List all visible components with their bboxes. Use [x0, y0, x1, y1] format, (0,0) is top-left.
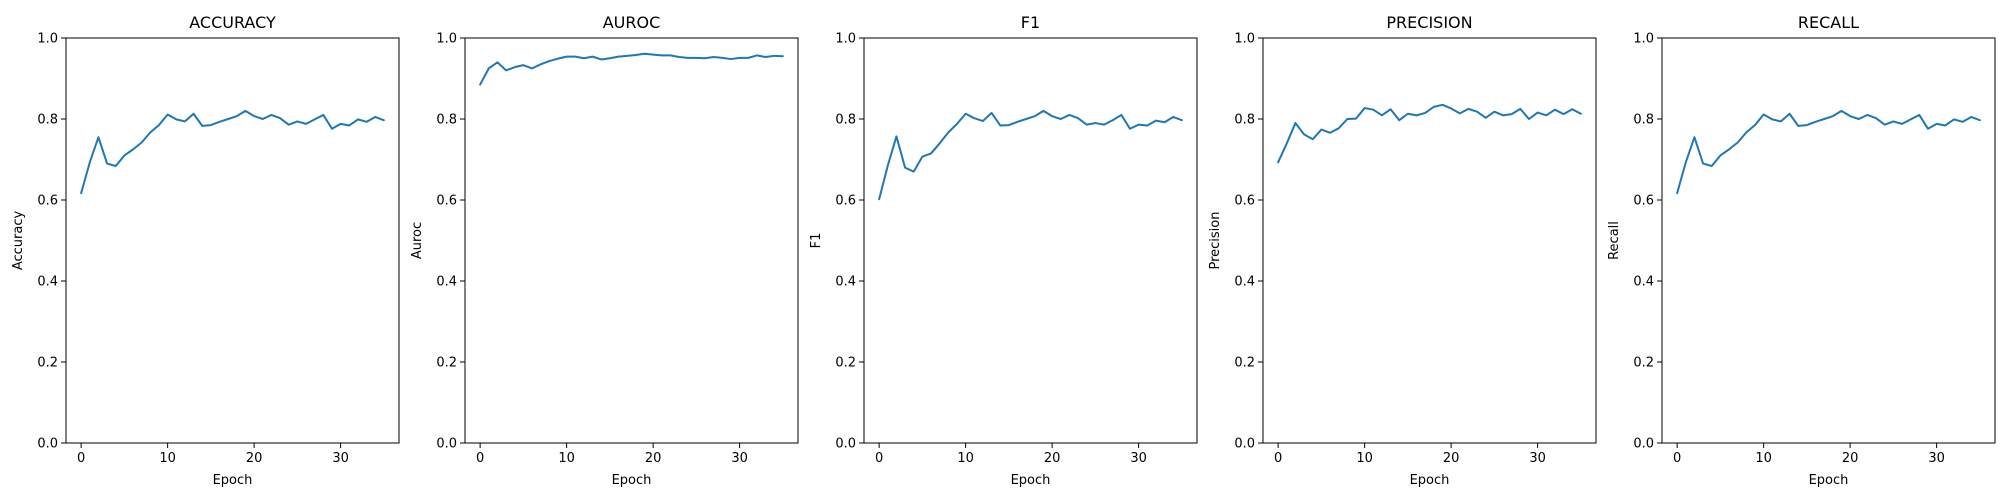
auroc-y-tick-label: 0.0 — [436, 437, 457, 452]
f1-x-axis-label: Epoch — [1011, 473, 1051, 488]
auroc-x-tick-label: 30 — [731, 451, 748, 466]
auroc-series-line — [479, 52, 784, 86]
accuracy-title: ACCURACY — [189, 13, 276, 32]
recall-y-tick-label: 0.8 — [1633, 113, 1654, 128]
precision-x-tick-label: 30 — [1529, 451, 1546, 466]
f1-x-tick-label: 20 — [1044, 451, 1061, 466]
recall-title: RECALL — [1798, 13, 1859, 32]
accuracy-series-line — [80, 109, 385, 195]
accuracy-x-tick-label: 30 — [332, 451, 349, 466]
precision-axes-frame — [1262, 37, 1597, 444]
precision-y-tick-label: 1.0 — [1234, 32, 1255, 47]
f1-x-tick-label: 0 — [875, 451, 883, 466]
f1-x-tick-label: 30 — [1130, 451, 1147, 466]
f1-x-tick-label: 10 — [957, 451, 974, 466]
precision-x-axis-label: Epoch — [1410, 473, 1450, 488]
recall-x-tick-label: 20 — [1842, 451, 1859, 466]
auroc-y-axis-label: Auroc — [410, 222, 425, 259]
precision-y-tick-label: 0.0 — [1234, 437, 1255, 452]
recall-y-tick-label: 0.0 — [1633, 437, 1654, 452]
precision-y-axis-label: Precision — [1208, 211, 1223, 269]
precision-chart: 0 10 20 30 0.0 0.2 0.4 0.6 0.8 1.0 PRECISION Epoch P… — [1208, 13, 1597, 488]
f1-y-tick-label: 1.0 — [835, 32, 856, 47]
accuracy-y-tick-label: 0.2 — [37, 356, 58, 371]
recall-y-tick-label: 1.0 — [1633, 32, 1654, 47]
recall-y-tick-label: 0.4 — [1633, 275, 1654, 290]
auroc-x-tick-label: 20 — [645, 451, 662, 466]
recall-y-tick-label: 0.2 — [1633, 356, 1654, 371]
f1-y-tick-label: 0.0 — [835, 437, 856, 452]
accuracy-x-tick-label: 0 — [77, 451, 85, 466]
recall-y-tick-label: 0.6 — [1633, 194, 1654, 209]
precision-series-line — [1277, 103, 1582, 164]
accuracy-x-tick-label: 20 — [246, 451, 263, 466]
f1-y-tick-label: 0.6 — [835, 194, 856, 209]
f1-chart: 0 10 20 30 0.0 0.2 0.4 0.6 0.8 1.0 F1 Epoch F1 — [809, 13, 1198, 488]
recall-chart: 0 10 20 30 0.0 0.2 0.4 0.6 0.8 1.0 RECALL Epoch Reca… — [1607, 13, 1996, 488]
recall-series-line — [1676, 109, 1981, 195]
accuracy-axes-frame — [65, 37, 400, 444]
precision-title: PRECISION — [1386, 13, 1472, 32]
recall-x-tick-label: 0 — [1673, 451, 1681, 466]
precision-y-tick-label: 0.8 — [1234, 113, 1255, 128]
auroc-chart: 0 10 20 30 0.0 0.2 0.4 0.6 0.8 1.0 AUROC Epoch Auroc — [410, 13, 799, 488]
accuracy-y-tick-label: 0.4 — [37, 275, 58, 290]
auroc-y-tick-label: 0.2 — [436, 356, 457, 371]
recall-x-axis-label: Epoch — [1809, 473, 1849, 488]
accuracy-y-tick-label: 0.8 — [37, 113, 58, 128]
f1-y-tick-label: 0.8 — [835, 113, 856, 128]
accuracy-y-tick-label: 1.0 — [37, 32, 58, 47]
recall-axes-frame — [1661, 37, 1996, 444]
precision-x-tick-label: 10 — [1356, 451, 1373, 466]
accuracy-x-axis-label: Epoch — [213, 473, 253, 488]
precision-x-tick-label: 20 — [1443, 451, 1460, 466]
auroc-y-tick-label: 1.0 — [436, 32, 457, 47]
f1-y-tick-label: 0.2 — [835, 356, 856, 371]
f1-axes-frame — [863, 37, 1198, 444]
auroc-x-tick-label: 10 — [558, 451, 575, 466]
accuracy-chart: 0 10 20 30 0.0 0.2 0.4 0.6 0.8 1.0 ACCURACY Epoch Ac… — [11, 13, 400, 488]
auroc-x-tick-label: 0 — [476, 451, 484, 466]
auroc-x-axis-label: Epoch — [612, 473, 652, 488]
precision-x-tick-label: 0 — [1274, 451, 1282, 466]
recall-x-tick-label: 30 — [1928, 451, 1945, 466]
accuracy-y-tick-label: 0.0 — [37, 437, 58, 452]
precision-y-tick-label: 0.6 — [1234, 194, 1255, 209]
recall-x-tick-label: 10 — [1755, 451, 1772, 466]
recall-y-axis-label: Recall — [1607, 221, 1622, 260]
accuracy-y-axis-label: Accuracy — [11, 211, 26, 271]
f1-title: F1 — [1021, 13, 1040, 32]
auroc-y-tick-label: 0.6 — [436, 194, 457, 209]
f1-y-tick-label: 0.4 — [835, 275, 856, 290]
auroc-y-tick-label: 0.8 — [436, 113, 457, 128]
accuracy-x-tick-label: 10 — [159, 451, 176, 466]
auroc-y-tick-label: 0.4 — [436, 275, 457, 290]
f1-y-axis-label: F1 — [809, 233, 824, 249]
auroc-title: AUROC — [603, 13, 661, 32]
accuracy-y-tick-label: 0.6 — [37, 194, 58, 209]
precision-y-tick-label: 0.2 — [1234, 356, 1255, 371]
auroc-axes-frame — [464, 37, 799, 444]
precision-y-tick-label: 0.4 — [1234, 275, 1255, 290]
f1-series-line — [878, 109, 1183, 201]
